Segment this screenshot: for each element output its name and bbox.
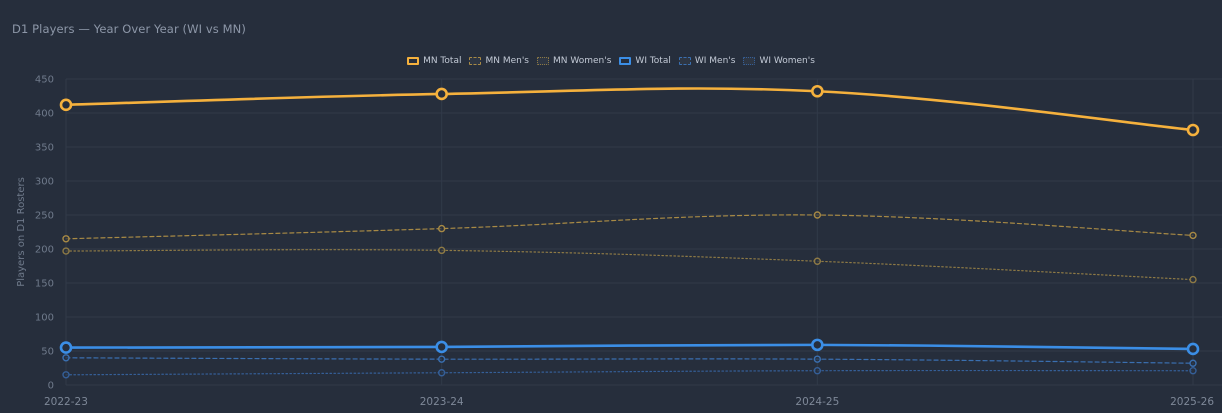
data-point-mn-men-s[interactable] — [1189, 231, 1197, 240]
data-point-mn-total[interactable] — [435, 87, 448, 101]
data-point-mn-women-s[interactable] — [1189, 275, 1197, 284]
axis-labels: 0 50 100 150 200 250 300 350 400 450 2022-23 2023-2… — [16, 75, 1214, 409]
series-line-wi-women-s — [65, 369, 1194, 376]
series-line-mn-men-s — [65, 214, 1194, 240]
series-line-mn-women-s — [65, 249, 1194, 281]
legend-label: MN Total — [423, 56, 462, 66]
legend-item-mn-men-s[interactable]: MN Men's — [469, 56, 529, 66]
x-tick-label: 2023-24 — [420, 396, 464, 408]
y-tick-label: 350 — [35, 143, 54, 154]
y-tick-label: 150 — [35, 279, 54, 290]
y-tick-label: 100 — [35, 313, 54, 324]
data-point-wi-women-s[interactable] — [813, 367, 822, 375]
x-tick-label: 2025-26 — [1170, 396, 1214, 408]
data-point-mn-men-s[interactable] — [437, 224, 446, 233]
data-point-wi-men-s[interactable] — [437, 355, 446, 363]
legend-swatch — [469, 57, 482, 65]
data-point-wi-men-s[interactable] — [813, 355, 822, 363]
chart-title: D1 Players — Year Over Year (WI vs MN) — [12, 22, 246, 36]
data-point-wi-total[interactable] — [435, 340, 448, 354]
y-tick-label: 400 — [35, 109, 54, 120]
grid-lines — [65, 78, 1222, 386]
data-point-wi-men-s[interactable] — [1189, 359, 1197, 367]
legend-item-mn-total[interactable]: MN Total — [407, 56, 461, 66]
data-point-mn-total[interactable] — [811, 84, 824, 98]
legend-swatch — [537, 57, 549, 65]
data-point-mn-men-s[interactable] — [62, 235, 70, 243]
legend-swatch — [407, 57, 420, 65]
x-tick-label: 2022-23 — [44, 396, 88, 408]
series-line-wi-total — [64, 343, 1195, 351]
data-point-mn-women-s[interactable] — [62, 247, 70, 255]
data-point-mn-total[interactable] — [1186, 123, 1200, 137]
data-point-wi-women-s[interactable] — [437, 369, 446, 377]
data-point-wi-women-s[interactable] — [1189, 367, 1197, 375]
legend-label: WI Women's — [759, 56, 815, 66]
data-point-wi-total[interactable] — [811, 338, 824, 352]
x-tick-label: 2024-25 — [795, 396, 839, 408]
legend-label: MN Men's — [485, 56, 529, 66]
legend-item-wi-men-s[interactable]: WI Men's — [678, 56, 736, 66]
data-point-wi-total[interactable] — [1186, 342, 1200, 356]
chart-legend: MN Total MN Men's MN Women's WI Total WI Men… — [0, 56, 1222, 66]
y-tick-label: 450 — [35, 75, 54, 86]
legend-item-wi-women-s[interactable]: WI Women's — [743, 56, 815, 66]
series-line-wi-men-s — [65, 357, 1194, 364]
data-point-mn-women-s[interactable] — [813, 257, 822, 265]
legend-label: WI Men's — [694, 56, 736, 66]
y-tick-label: 0 — [48, 381, 54, 392]
legend-item-wi-total[interactable]: WI Total — [619, 56, 671, 66]
y-tick-label: 200 — [35, 245, 54, 256]
legend-swatch — [619, 57, 632, 65]
data-point-mn-women-s[interactable] — [437, 246, 446, 255]
legend-swatch — [678, 57, 691, 65]
y-axis-label: Players on D1 Rosters — [16, 177, 27, 287]
legend-swatch — [743, 57, 756, 65]
series-line-mn-total — [64, 87, 1195, 132]
series-points — [59, 84, 1200, 379]
data-point-wi-women-s[interactable] — [62, 371, 70, 379]
data-point-mn-men-s[interactable] — [813, 211, 822, 219]
y-tick-label: 300 — [35, 177, 54, 188]
data-point-mn-total[interactable] — [59, 98, 73, 112]
legend-item-mn-women-s[interactable]: MN Women's — [537, 56, 611, 66]
data-point-wi-total[interactable] — [59, 341, 73, 354]
series-lines — [64, 87, 1195, 376]
y-tick-label: 250 — [35, 211, 54, 222]
legend-label: MN Women's — [553, 56, 612, 66]
data-point-wi-men-s[interactable] — [62, 354, 70, 362]
legend-label: WI Total — [635, 56, 671, 66]
y-tick-label: 50 — [41, 347, 54, 358]
